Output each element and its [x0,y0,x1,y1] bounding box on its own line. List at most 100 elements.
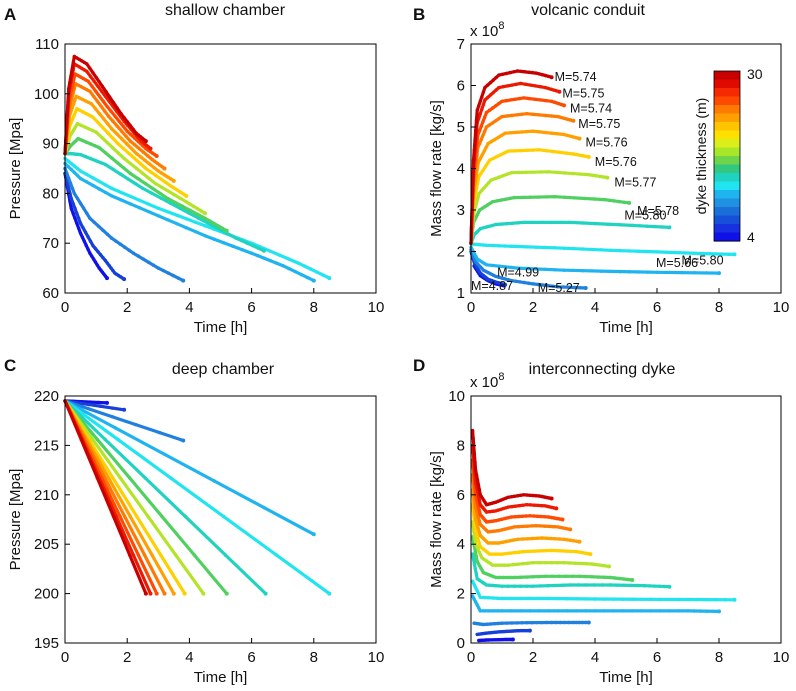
series-marker [97,145,101,150]
series-marker [704,609,709,613]
series-marker [491,596,495,600]
series-marker [197,216,201,220]
series-marker [535,620,539,625]
series-marker [483,115,487,119]
series-marker [174,553,178,557]
series-marker [91,437,95,442]
mass-annotation: M=4.87 [471,279,513,293]
series-marker [543,85,548,90]
x-tick-label: 0 [61,649,69,666]
series-marker [622,583,626,587]
series-marker [692,271,696,275]
series-marker [517,96,522,101]
series-marker [515,266,520,270]
x-tick-label: 10 [773,649,790,666]
series-marker [475,478,480,482]
series-marker [491,583,495,588]
series-line-10m [63,399,316,536]
series-marker [496,609,500,613]
y-axis-label: Mass flow rate [kg/s] [428,451,445,588]
series-marker [515,244,520,249]
series-marker [162,166,167,171]
series-marker [499,198,504,202]
series-marker [484,110,489,115]
series-marker [562,103,566,108]
series-marker [516,562,520,566]
series-marker [537,130,541,134]
series-marker [658,597,662,602]
mass-annotation: M=5.27 [538,281,580,295]
y-axis-label: Pressure [Mpa] [7,118,24,220]
series-marker [552,88,556,92]
colorbar-swatch [714,215,740,225]
series-marker [85,180,89,184]
series-marker [543,515,547,519]
series-marker [473,468,478,472]
series-marker [79,85,84,89]
series-marker [91,257,96,261]
series-marker [525,537,530,541]
series-marker [630,609,634,613]
series-marker [521,524,525,529]
series-marker [546,74,551,79]
series-marker [543,130,548,135]
series-marker [181,192,185,196]
series-marker [94,89,98,94]
series-marker [503,265,507,269]
series-marker [630,578,635,582]
panel-letter: B [413,5,425,24]
series-marker [119,129,124,133]
series-marker [481,243,486,247]
series-marker [71,129,75,133]
series-marker [636,583,640,588]
series-marker [106,476,111,480]
y-exponent-label: x 108 [470,371,504,391]
series-marker [492,552,497,556]
series-marker [577,550,581,554]
series-marker [639,609,644,613]
series-marker [553,583,557,588]
series-marker [180,204,185,208]
series-marker [574,597,579,601]
series-marker [478,208,482,212]
series-marker [549,220,554,225]
series-marker [107,263,111,268]
series-marker [524,514,528,518]
mass-annotation: M=5.74 [555,70,597,84]
series-marker [74,94,78,99]
series-marker [714,252,718,256]
series-marker [534,245,538,249]
series-marker [489,272,493,276]
series-marker [479,171,483,176]
series-marker [505,172,509,176]
series-marker [175,188,179,192]
series-marker [115,124,119,128]
y-tick-label: 2 [457,586,465,603]
series-marker [110,194,114,198]
series-marker [497,85,501,90]
x-axis-label: Time [h] [194,319,248,336]
series-marker [69,167,73,172]
series-marker [151,186,155,191]
series-marker [528,83,533,87]
series-marker [268,249,272,253]
series-marker [494,222,498,227]
series-marker [556,609,560,613]
x-tick-label: 2 [123,649,131,666]
series-marker [181,438,186,443]
series-marker [119,112,123,116]
series-marker [590,173,595,177]
series-marker [482,595,487,600]
panel-title: deep chamber [172,361,275,378]
series-marker [497,541,501,545]
series-marker [626,577,630,582]
series-marker [78,201,83,206]
series-marker [184,217,188,221]
series-marker [602,197,606,202]
series-marker [544,548,548,553]
colorbar-swatch [714,207,740,217]
series-marker [603,564,608,568]
series-marker [564,549,569,553]
series-marker [667,609,672,613]
series-marker [119,190,123,195]
